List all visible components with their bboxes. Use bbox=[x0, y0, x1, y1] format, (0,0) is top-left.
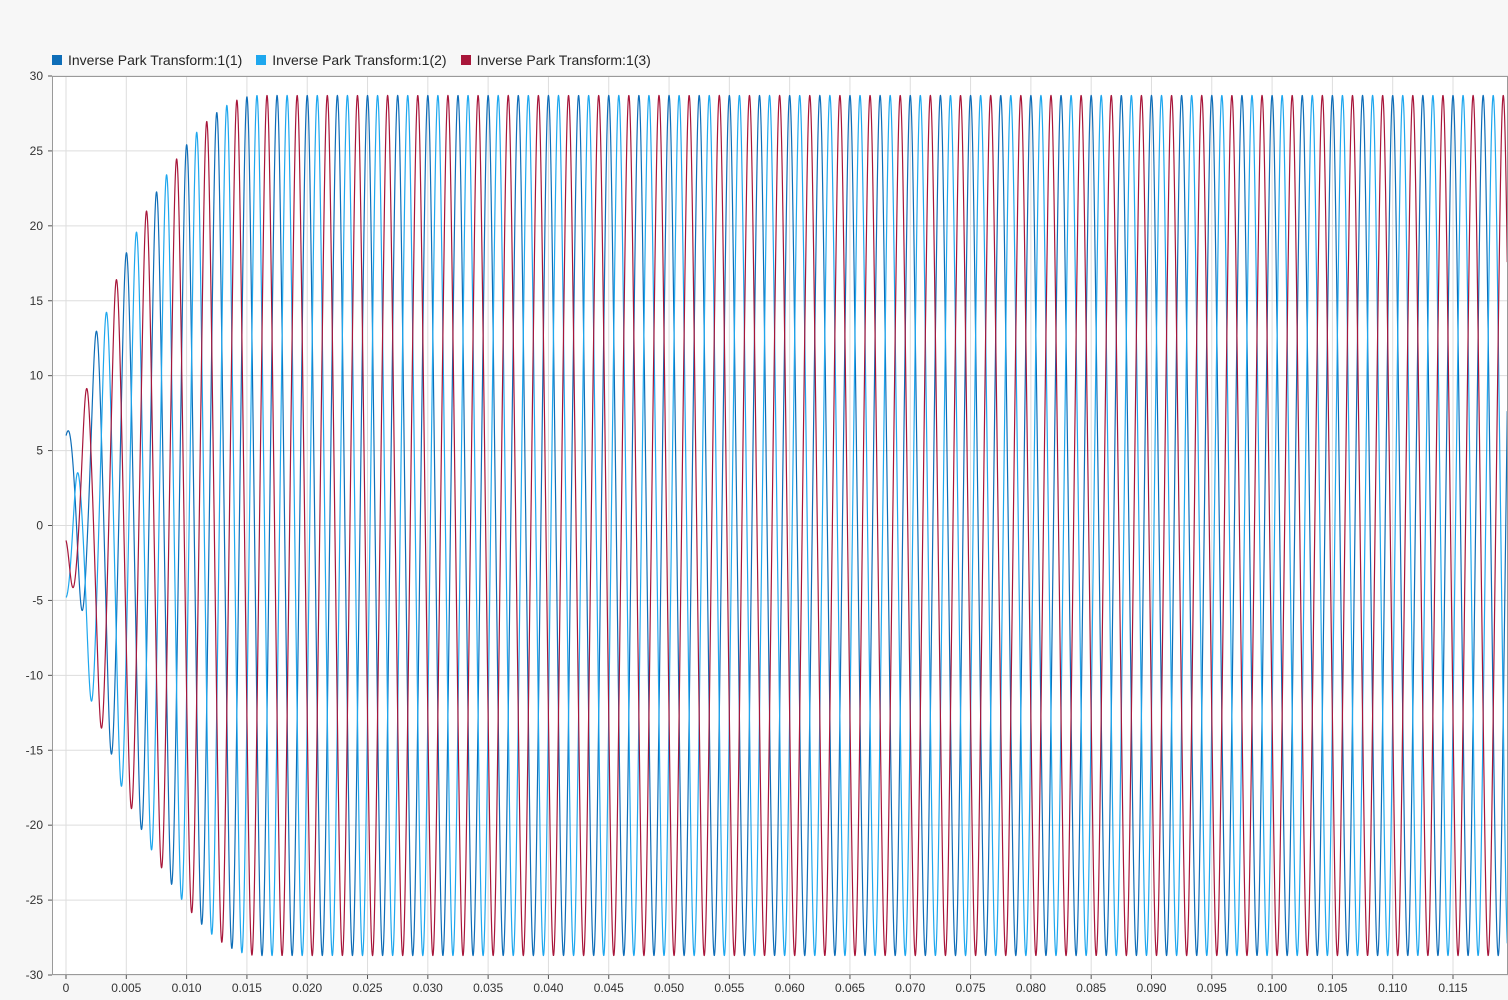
y-tick-label: 25 bbox=[30, 144, 44, 158]
legend: Inverse Park Transform:1(1) Inverse Park… bbox=[52, 51, 665, 69]
x-tick-label: 0.105 bbox=[1317, 981, 1347, 995]
legend-item-series-3[interactable]: Inverse Park Transform:1(3) bbox=[460, 52, 651, 68]
legend-swatch-series-3 bbox=[460, 55, 471, 65]
series-line-3 bbox=[65, 94, 1508, 957]
legend-swatch-series-1 bbox=[52, 55, 62, 65]
x-tick-label: 0.110 bbox=[1378, 981, 1407, 995]
x-tick-label: 0.035 bbox=[473, 981, 503, 995]
y-tick-label: -20 bbox=[26, 818, 44, 832]
y-tick-label: 5 bbox=[36, 444, 43, 458]
x-tick-label: 0.020 bbox=[292, 981, 322, 995]
x-tick-label: 0.025 bbox=[353, 981, 383, 995]
x-tick-label: 0.010 bbox=[172, 981, 202, 995]
y-tick-label: -15 bbox=[26, 743, 44, 757]
x-tick-label: 0.050 bbox=[654, 981, 684, 995]
x-tick-label: 0.005 bbox=[111, 981, 141, 995]
x-tick-label: 0.070 bbox=[895, 981, 925, 995]
series-layer bbox=[65, 94, 1508, 957]
x-tick-label: 0 bbox=[63, 981, 70, 995]
y-tick-label: 0 bbox=[36, 519, 43, 533]
x-tick-label: 0.060 bbox=[775, 981, 805, 995]
x-tick-label: 0.055 bbox=[714, 981, 744, 995]
x-tick-label: 0.040 bbox=[533, 981, 563, 995]
x-tick-label: 0.075 bbox=[956, 981, 986, 995]
y-tick-label: 30 bbox=[30, 69, 44, 83]
y-tick-label: -5 bbox=[32, 593, 43, 607]
legend-label-series-3: Inverse Park Transform:1(3) bbox=[476, 52, 651, 68]
x-tick-label: 0.030 bbox=[413, 981, 443, 995]
y-tick-label: 10 bbox=[30, 369, 44, 383]
y-tick-label: -30 bbox=[26, 968, 44, 982]
y-axis: 30 25 20 15 10 5 0 -5 -10 -15 -20 -25 -30 bbox=[26, 69, 52, 982]
x-tick-label: 0.065 bbox=[835, 981, 865, 995]
x-axis: 0 0.005 0.010 0.015 0.020 0.025 0.030 0.035 0.04… bbox=[63, 975, 1468, 995]
legend-item-series-1[interactable]: Inverse Park Transform:1(1) bbox=[52, 52, 242, 68]
x-tick-label: 0.095 bbox=[1197, 981, 1227, 995]
x-tick-label: 0.080 bbox=[1016, 981, 1046, 995]
x-tick-label: 0.085 bbox=[1076, 981, 1106, 995]
y-tick-label: 15 bbox=[30, 294, 44, 308]
legend-item-series-2[interactable]: Inverse Park Transform:1(2) bbox=[256, 52, 447, 68]
y-tick-label: -10 bbox=[26, 668, 44, 682]
legend-swatch-series-2 bbox=[256, 55, 267, 65]
x-tick-label: 0.045 bbox=[594, 981, 624, 995]
x-tick-label: 0.090 bbox=[1136, 981, 1166, 995]
x-tick-label: 0.015 bbox=[232, 981, 262, 995]
legend-label-series-1: Inverse Park Transform:1(1) bbox=[68, 52, 243, 68]
legend-label-series-2: Inverse Park Transform:1(2) bbox=[272, 52, 447, 68]
x-tick-label: 0.100 bbox=[1257, 981, 1287, 995]
series-line-2 bbox=[65, 94, 1508, 957]
y-tick-label: 20 bbox=[30, 219, 44, 233]
y-tick-label: -25 bbox=[26, 893, 44, 907]
x-tick-label: 0.115 bbox=[1438, 981, 1467, 995]
